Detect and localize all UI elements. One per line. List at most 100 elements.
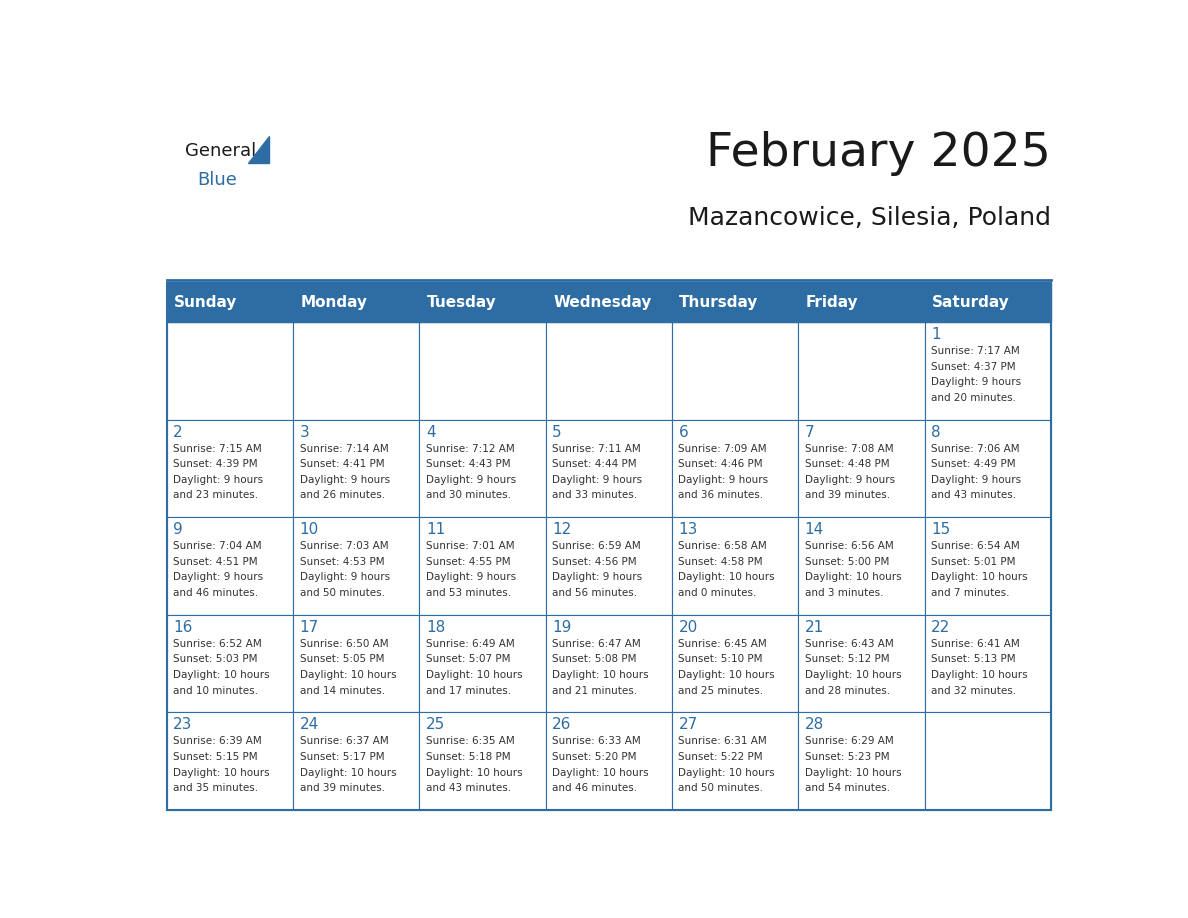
Text: Sunset: 5:00 PM: Sunset: 5:00 PM bbox=[804, 557, 889, 567]
FancyBboxPatch shape bbox=[924, 518, 1051, 615]
Text: and 0 minutes.: and 0 minutes. bbox=[678, 588, 757, 598]
Text: Sunrise: 6:31 AM: Sunrise: 6:31 AM bbox=[678, 736, 767, 746]
Text: and 3 minutes.: and 3 minutes. bbox=[804, 588, 883, 598]
Text: Daylight: 9 hours: Daylight: 9 hours bbox=[299, 475, 390, 485]
Text: and 53 minutes.: and 53 minutes. bbox=[425, 588, 511, 598]
FancyBboxPatch shape bbox=[545, 420, 672, 518]
Text: and 33 minutes.: and 33 minutes. bbox=[552, 490, 637, 500]
Text: Sunrise: 6:59 AM: Sunrise: 6:59 AM bbox=[552, 542, 640, 552]
FancyBboxPatch shape bbox=[419, 518, 545, 615]
FancyBboxPatch shape bbox=[293, 615, 419, 712]
Text: Sunset: 5:07 PM: Sunset: 5:07 PM bbox=[425, 655, 511, 665]
Text: Daylight: 10 hours: Daylight: 10 hours bbox=[173, 670, 270, 680]
Text: Sunrise: 6:54 AM: Sunrise: 6:54 AM bbox=[931, 542, 1019, 552]
Text: Sunrise: 6:35 AM: Sunrise: 6:35 AM bbox=[425, 736, 514, 746]
Text: Daylight: 9 hours: Daylight: 9 hours bbox=[552, 475, 643, 485]
Text: Daylight: 10 hours: Daylight: 10 hours bbox=[678, 573, 775, 582]
Text: Sunset: 4:46 PM: Sunset: 4:46 PM bbox=[678, 459, 763, 469]
Text: 13: 13 bbox=[678, 522, 697, 537]
Text: 9: 9 bbox=[173, 522, 183, 537]
Text: 21: 21 bbox=[804, 620, 824, 635]
Text: Daylight: 9 hours: Daylight: 9 hours bbox=[173, 573, 264, 582]
Text: Daylight: 10 hours: Daylight: 10 hours bbox=[173, 767, 270, 778]
Text: 4: 4 bbox=[425, 425, 436, 440]
Text: Daylight: 10 hours: Daylight: 10 hours bbox=[552, 670, 649, 680]
FancyBboxPatch shape bbox=[166, 712, 293, 810]
FancyBboxPatch shape bbox=[545, 322, 672, 420]
Text: Sunrise: 7:12 AM: Sunrise: 7:12 AM bbox=[425, 443, 514, 453]
Text: Daylight: 9 hours: Daylight: 9 hours bbox=[552, 573, 643, 582]
Text: 12: 12 bbox=[552, 522, 571, 537]
Text: Sunrise: 6:50 AM: Sunrise: 6:50 AM bbox=[299, 639, 388, 649]
Text: Sunset: 5:03 PM: Sunset: 5:03 PM bbox=[173, 655, 258, 665]
FancyBboxPatch shape bbox=[166, 518, 293, 615]
Polygon shape bbox=[248, 136, 270, 163]
Text: Daylight: 10 hours: Daylight: 10 hours bbox=[931, 573, 1028, 582]
Text: and 32 minutes.: and 32 minutes. bbox=[931, 686, 1016, 696]
Text: Sunrise: 6:37 AM: Sunrise: 6:37 AM bbox=[299, 736, 388, 746]
Text: Daylight: 10 hours: Daylight: 10 hours bbox=[678, 767, 775, 778]
Text: Sunset: 5:01 PM: Sunset: 5:01 PM bbox=[931, 557, 1016, 567]
Text: Daylight: 9 hours: Daylight: 9 hours bbox=[931, 377, 1022, 387]
Text: 5: 5 bbox=[552, 425, 562, 440]
Text: and 50 minutes.: and 50 minutes. bbox=[299, 588, 385, 598]
Text: Daylight: 10 hours: Daylight: 10 hours bbox=[931, 670, 1028, 680]
Text: Sunset: 4:56 PM: Sunset: 4:56 PM bbox=[552, 557, 637, 567]
Text: and 7 minutes.: and 7 minutes. bbox=[931, 588, 1010, 598]
Text: 25: 25 bbox=[425, 717, 446, 733]
Text: 19: 19 bbox=[552, 620, 571, 635]
Text: and 54 minutes.: and 54 minutes. bbox=[804, 783, 890, 793]
FancyBboxPatch shape bbox=[798, 420, 924, 518]
Text: Sunrise: 6:41 AM: Sunrise: 6:41 AM bbox=[931, 639, 1019, 649]
FancyBboxPatch shape bbox=[798, 322, 924, 420]
Text: Daylight: 9 hours: Daylight: 9 hours bbox=[425, 475, 516, 485]
Text: Friday: Friday bbox=[805, 296, 858, 310]
Text: Sunrise: 6:47 AM: Sunrise: 6:47 AM bbox=[552, 639, 640, 649]
Text: and 50 minutes.: and 50 minutes. bbox=[678, 783, 764, 793]
FancyBboxPatch shape bbox=[924, 284, 1051, 322]
FancyBboxPatch shape bbox=[293, 322, 419, 420]
Text: Sunset: 5:13 PM: Sunset: 5:13 PM bbox=[931, 655, 1016, 665]
Text: Daylight: 9 hours: Daylight: 9 hours bbox=[425, 573, 516, 582]
Text: Daylight: 10 hours: Daylight: 10 hours bbox=[425, 767, 523, 778]
Text: Daylight: 9 hours: Daylight: 9 hours bbox=[299, 573, 390, 582]
Text: Sunrise: 7:01 AM: Sunrise: 7:01 AM bbox=[425, 542, 514, 552]
Text: Sunset: 5:23 PM: Sunset: 5:23 PM bbox=[804, 752, 890, 762]
Text: Sunset: 4:55 PM: Sunset: 4:55 PM bbox=[425, 557, 511, 567]
Text: Sunset: 5:15 PM: Sunset: 5:15 PM bbox=[173, 752, 258, 762]
FancyBboxPatch shape bbox=[166, 322, 293, 420]
Text: Sunset: 4:53 PM: Sunset: 4:53 PM bbox=[299, 557, 384, 567]
Text: Daylight: 10 hours: Daylight: 10 hours bbox=[804, 670, 902, 680]
Text: and 39 minutes.: and 39 minutes. bbox=[299, 783, 385, 793]
FancyBboxPatch shape bbox=[419, 615, 545, 712]
Text: and 39 minutes.: and 39 minutes. bbox=[804, 490, 890, 500]
Text: 11: 11 bbox=[425, 522, 446, 537]
Text: Sunset: 4:48 PM: Sunset: 4:48 PM bbox=[804, 459, 890, 469]
FancyBboxPatch shape bbox=[672, 420, 798, 518]
Text: 10: 10 bbox=[299, 522, 318, 537]
Text: 18: 18 bbox=[425, 620, 446, 635]
Text: Saturday: Saturday bbox=[931, 296, 1010, 310]
Text: Sunrise: 6:58 AM: Sunrise: 6:58 AM bbox=[678, 542, 767, 552]
Text: and 25 minutes.: and 25 minutes. bbox=[678, 686, 764, 696]
Text: Daylight: 10 hours: Daylight: 10 hours bbox=[299, 670, 397, 680]
Text: and 30 minutes.: and 30 minutes. bbox=[425, 490, 511, 500]
Text: Blue: Blue bbox=[197, 172, 238, 189]
Text: Sunset: 4:58 PM: Sunset: 4:58 PM bbox=[678, 557, 763, 567]
Text: 15: 15 bbox=[931, 522, 950, 537]
FancyBboxPatch shape bbox=[672, 712, 798, 810]
FancyBboxPatch shape bbox=[545, 712, 672, 810]
Text: 27: 27 bbox=[678, 717, 697, 733]
FancyBboxPatch shape bbox=[545, 284, 672, 322]
FancyBboxPatch shape bbox=[924, 322, 1051, 420]
FancyBboxPatch shape bbox=[798, 712, 924, 810]
FancyBboxPatch shape bbox=[419, 284, 545, 322]
Text: Sunset: 4:44 PM: Sunset: 4:44 PM bbox=[552, 459, 637, 469]
FancyBboxPatch shape bbox=[798, 284, 924, 322]
Text: Daylight: 9 hours: Daylight: 9 hours bbox=[931, 475, 1022, 485]
Text: Sunset: 4:39 PM: Sunset: 4:39 PM bbox=[173, 459, 258, 469]
FancyBboxPatch shape bbox=[545, 518, 672, 615]
Text: and 26 minutes.: and 26 minutes. bbox=[299, 490, 385, 500]
Text: Daylight: 10 hours: Daylight: 10 hours bbox=[804, 573, 902, 582]
Text: Sunset: 4:51 PM: Sunset: 4:51 PM bbox=[173, 557, 258, 567]
